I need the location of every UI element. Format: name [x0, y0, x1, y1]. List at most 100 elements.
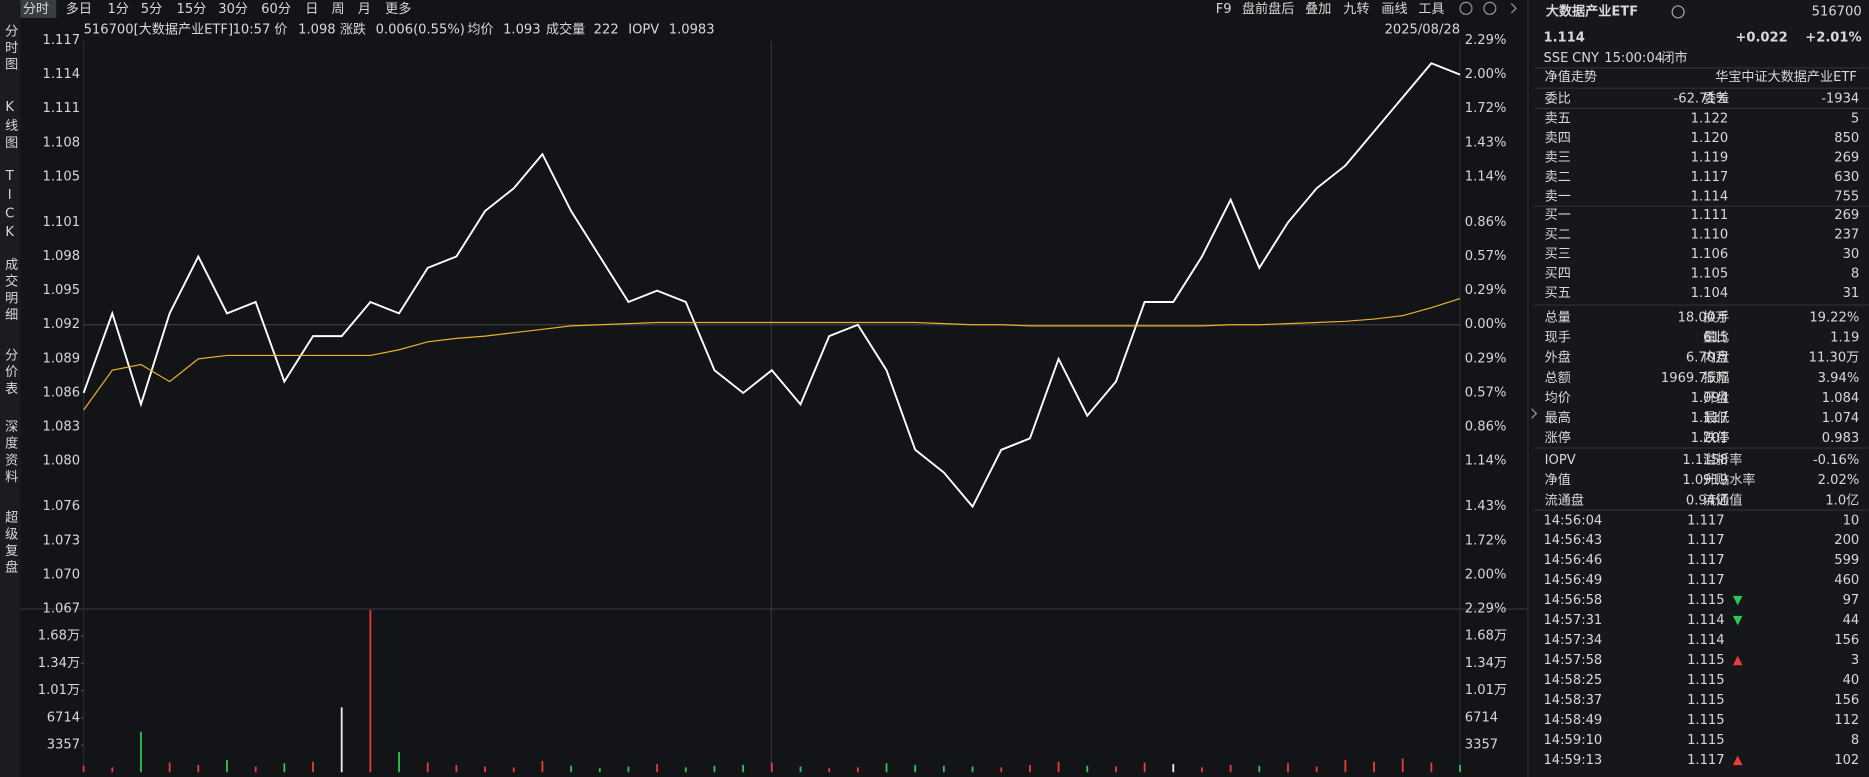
pct-label: 1.14%: [1465, 169, 1507, 184]
book-price: 1.104: [1691, 286, 1729, 301]
book-volume: 269: [1834, 151, 1859, 166]
period-tab[interactable]: 日: [305, 2, 318, 17]
trade-price: 1.117: [1687, 553, 1725, 568]
vol-tick-label: 6714: [47, 710, 80, 725]
stat-value: 1.0亿: [1825, 492, 1859, 508]
trade-price: 1.114: [1687, 613, 1725, 628]
tool-button[interactable]: 九转: [1343, 1, 1369, 17]
meta: CNY: [1572, 51, 1600, 66]
trade-price: 1.114: [1687, 633, 1725, 648]
side-tab[interactable]: 深度资料: [2, 419, 18, 486]
stat-label: IOPV: [1545, 453, 1576, 468]
pct-label: 0.00%: [1465, 317, 1507, 332]
y-tick-label: 1.101: [43, 215, 81, 230]
vol-tick-label: 1.01万: [38, 683, 80, 698]
stat-value: -0.16%: [1813, 453, 1859, 468]
side-tab[interactable]: K线图: [2, 100, 18, 152]
stat-label: 最低: [1703, 410, 1729, 426]
period-tab[interactable]: 更多: [385, 0, 411, 17]
period-tab[interactable]: 多日: [66, 0, 92, 17]
period-tab[interactable]: 30分: [218, 1, 248, 17]
trade-arrow: [1732, 755, 1743, 766]
period-tab[interactable]: 分时: [23, 1, 49, 17]
stat-value: 0.983: [1822, 431, 1859, 446]
period-tab[interactable]: 60分: [261, 1, 291, 17]
stat-label: 外盘: [1545, 349, 1571, 366]
period-tab[interactable]: 周: [331, 2, 344, 17]
pct-label: 2.29%: [1465, 601, 1507, 616]
y-tick-label: 1.067: [43, 601, 81, 616]
stat-label: 开盘: [1703, 389, 1729, 406]
tool-button[interactable]: 画线: [1381, 1, 1407, 17]
trade-volume: 97: [1843, 593, 1860, 608]
trade-price: 1.117: [1687, 513, 1725, 528]
trade-volume: 44: [1843, 613, 1860, 628]
stat-label: 换手: [1703, 310, 1729, 326]
help-icon[interactable]: [1483, 1, 1497, 15]
trade-price: 1.117: [1687, 753, 1725, 768]
change: +0.022: [1735, 31, 1787, 46]
vol-tick-label-right: 1.01万: [1465, 683, 1507, 698]
tool-button[interactable]: 盘前盘后: [1242, 0, 1294, 17]
stat-value: 1.084: [1822, 391, 1859, 406]
trade-time: 14:56:04: [1543, 513, 1602, 528]
active-tab: [20, 0, 57, 18]
trade-volume: 10: [1843, 513, 1860, 528]
info-time: 10:57: [233, 22, 271, 37]
book-level: 买五: [1545, 285, 1571, 301]
period-tab[interactable]: 5分: [141, 1, 162, 17]
book-volume: 31: [1843, 286, 1860, 301]
trade-price: 1.117: [1687, 573, 1725, 588]
sidebar: [0, 0, 21, 777]
period-tab[interactable]: 1分: [107, 1, 128, 17]
trade-time: 14:56:43: [1543, 533, 1602, 548]
side-tab[interactable]: 超级复盘: [2, 510, 18, 577]
collapse-icon[interactable]: [1531, 408, 1538, 419]
y-tick-label: 1.114: [43, 67, 81, 82]
pct-label: 2.29%: [1465, 33, 1507, 48]
trade-time: 14:56:49: [1543, 573, 1602, 588]
stock-name: 大数据产业ETF: [1546, 2, 1638, 19]
stat-value: 6.70万: [1686, 351, 1728, 366]
stat-label: 净值: [1545, 472, 1571, 488]
trade-arrow: [1732, 615, 1743, 626]
side-tab[interactable]: TICK: [2, 169, 17, 243]
trade-price: 1.115: [1687, 693, 1725, 708]
stat-label: 量比: [1703, 330, 1729, 346]
tool-button[interactable]: F9: [1216, 2, 1232, 17]
book-price: 1.111: [1691, 208, 1729, 223]
stat-label: 溢折率: [1703, 451, 1742, 468]
trade-time: 14:57:31: [1543, 613, 1602, 628]
info-icon[interactable]: [1671, 5, 1685, 19]
settings-icon[interactable]: [1459, 1, 1473, 15]
book-level: 卖一: [1545, 188, 1571, 204]
tool-button[interactable]: 工具: [1418, 2, 1444, 17]
stat-label: 内盘: [1703, 349, 1729, 366]
period-tab[interactable]: 月: [358, 2, 371, 17]
stat-value: 1.19: [1830, 331, 1859, 346]
stat-label: 均价: [1545, 390, 1571, 406]
trade-price: 1.117: [1687, 533, 1725, 548]
side-tab[interactable]: 成交明细: [2, 257, 18, 324]
info-price: 1.098: [298, 22, 336, 37]
book-price: 1.114: [1691, 189, 1729, 204]
side-tab[interactable]: 分价表: [2, 348, 18, 399]
stat-label: 总额: [1545, 370, 1571, 386]
expand-icon[interactable]: [1510, 3, 1517, 14]
side-tab[interactable]: 分时图: [2, 23, 18, 74]
period-tab[interactable]: 15分: [177, 1, 207, 17]
stat-label: 跌停: [1703, 429, 1729, 446]
trade-arrow: [1732, 655, 1743, 666]
tool-button[interactable]: 叠加: [1305, 1, 1331, 17]
ratio-value: -62.71%: [1674, 91, 1729, 106]
nav-label: 净值走势: [1545, 69, 1597, 85]
stat-label: 涨停: [1545, 429, 1571, 446]
stat-value: 1.201: [1691, 431, 1729, 446]
stat-label: 振幅: [1703, 370, 1729, 386]
vol-tick-label-right: 3357: [1465, 738, 1498, 753]
trade-volume: 40: [1843, 673, 1860, 688]
info-change-label: 涨跌: [340, 21, 366, 37]
book-price: 1.110: [1691, 228, 1729, 243]
vol-tick-label: 1.34万: [38, 656, 80, 671]
book-price: 1.105: [1691, 266, 1729, 281]
